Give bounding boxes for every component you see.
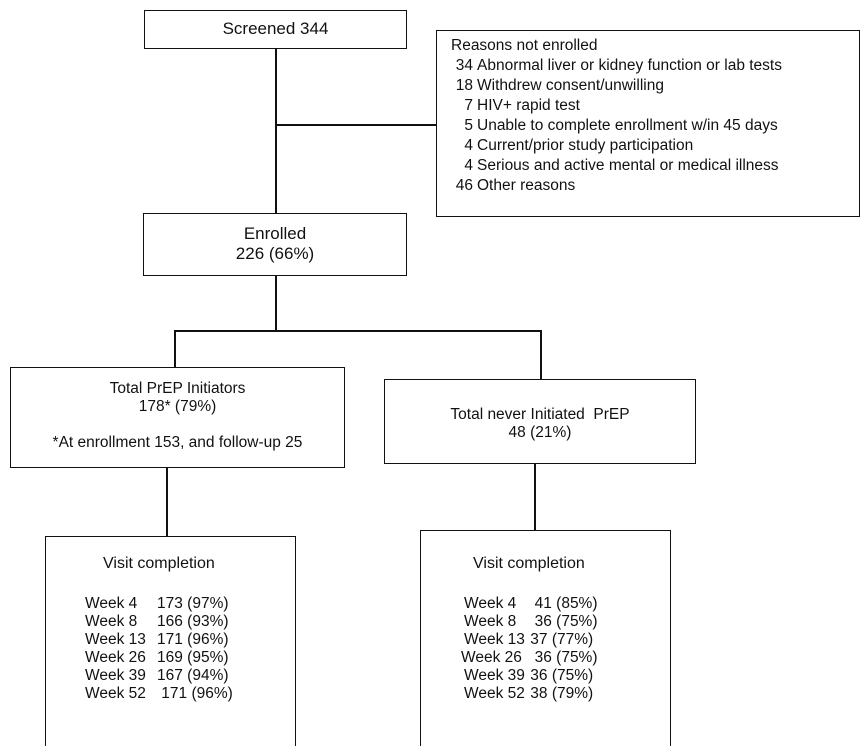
visit-row: Week 4 173 (97%) xyxy=(85,595,229,612)
visit-row: Week 52 171 (96%) xyxy=(85,685,233,702)
connector-split-horizontal xyxy=(174,330,541,332)
initiators-label: Total PrEP Initiators xyxy=(109,380,246,397)
visit-row: Week 13 37 (77%) xyxy=(464,631,594,648)
connector-to-reasons xyxy=(275,124,437,126)
initiators-value: 178* (79%) xyxy=(138,398,217,415)
connector-screened-enrolled xyxy=(275,48,277,214)
reason-item: 4 Current/prior study participation xyxy=(464,137,694,154)
visit-row: Week 8 166 (93%) xyxy=(85,613,229,630)
never-initiated-value: 48 (21%) xyxy=(508,424,572,441)
reason-item: 18 Withdrew consent/unwilling xyxy=(455,77,664,94)
reason-item: 46 Other reasons xyxy=(455,177,576,194)
connector-enrolled-split xyxy=(275,275,277,331)
reason-item: 5 Unable to complete enrollment w/in 45 d… xyxy=(464,117,778,134)
visits-initiators-title: Visit completion xyxy=(103,555,215,572)
enrolled-value: 226 (66%) xyxy=(235,244,315,263)
never-initiated-box: Total never Initiated PrEP 48 (21%) xyxy=(384,379,696,464)
screened-label: Screened 344 xyxy=(222,19,329,38)
connector-never-visits xyxy=(534,463,536,531)
visit-row: Week 8 36 (75%) xyxy=(464,613,598,630)
enrolled-label: Enrolled xyxy=(243,224,307,243)
visit-row: Week 26 36 (75%) xyxy=(461,649,598,666)
screened-box: Screened 344 xyxy=(144,10,407,49)
visits-never-title: Visit completion xyxy=(473,555,585,572)
visit-row: Week 39 167 (94%) xyxy=(85,667,229,684)
visit-row: Week 13 171 (96%) xyxy=(85,631,229,648)
reason-item: 4 Serious and active mental or medical il… xyxy=(464,157,779,174)
connector-split-left xyxy=(174,330,176,368)
reasons-title: Reasons not enrolled xyxy=(451,37,598,54)
reason-item: 7 HIV+ rapid test xyxy=(464,97,580,114)
enrolled-box: Enrolled 226 (66%) xyxy=(143,213,407,276)
never-initiated-label: Total never Initiated PrEP xyxy=(450,406,630,423)
reason-item: 34 Abnormal liver or kidney function or l… xyxy=(455,57,782,74)
connector-split-right xyxy=(540,330,542,380)
visit-row: Week 26 169 (95%) xyxy=(85,649,229,666)
initiators-box: Total PrEP Initiators 178* (79%) *At enr… xyxy=(10,367,345,468)
reasons-not-enrolled-box: Reasons not enrolled 34 Abnormal liver or… xyxy=(436,30,860,217)
visit-row: Week 39 36 (75%) xyxy=(464,667,594,684)
visits-never-box: Visit completion Week 4 41 (85%) Week 8 … xyxy=(420,530,671,746)
connector-initiators-visits xyxy=(166,467,168,537)
visit-row: Week 4 41 (85%) xyxy=(464,595,598,612)
initiators-note: *At enrollment 153, and follow-up 25 xyxy=(52,434,303,451)
visit-row: Week 52 38 (79%) xyxy=(464,685,594,702)
